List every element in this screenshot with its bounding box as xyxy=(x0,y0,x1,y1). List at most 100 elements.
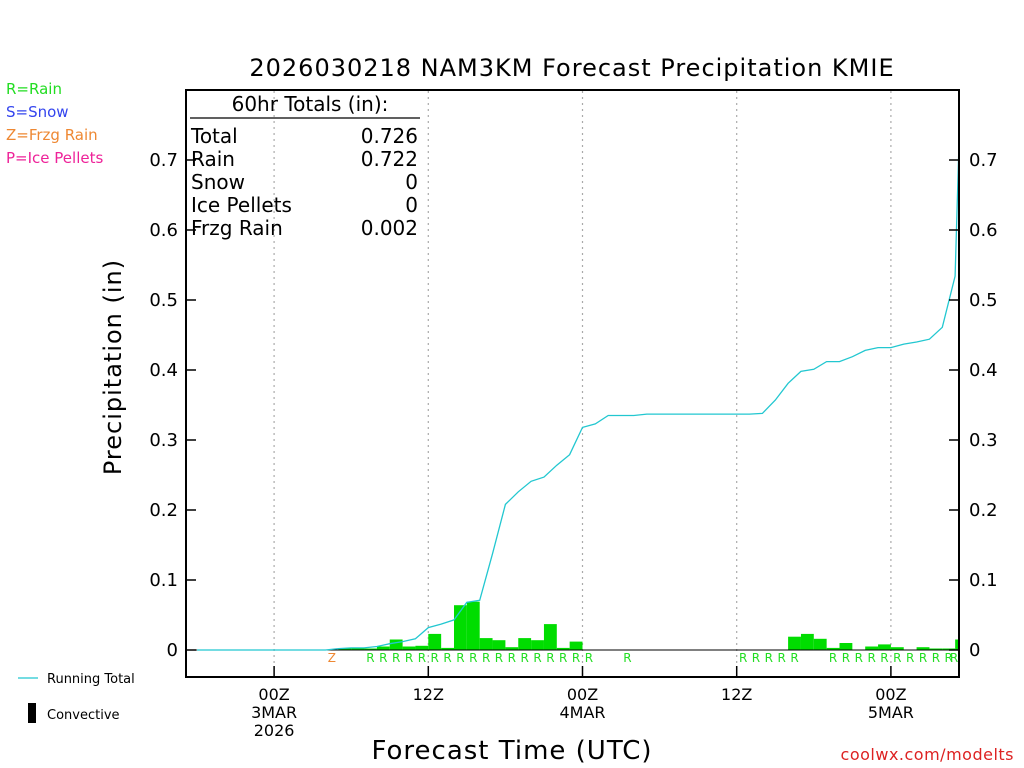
precip-bar-h53 xyxy=(865,646,879,650)
x-axis-label: Forecast Time (UTC) xyxy=(371,736,652,766)
ptype-letter-16: R xyxy=(559,651,567,665)
ptype-letter-6: R xyxy=(431,651,439,665)
ptype-letter-18: R xyxy=(585,651,593,665)
rain-value: 0.722 xyxy=(361,147,418,171)
xtick-label-4-1: 5MAR xyxy=(868,703,914,722)
precip-bar-h55 xyxy=(890,647,904,650)
precip-bars xyxy=(338,601,959,650)
ytick-left-label-2: 0.2 xyxy=(149,500,178,521)
ice-pellets-label: Ice Pellets xyxy=(191,193,292,217)
frzg-rain-label: Frzg Rain xyxy=(191,216,283,240)
precip-bar-h23 xyxy=(479,638,493,650)
xtick-label-0-1: 3MAR xyxy=(251,703,297,722)
ptype-letter-23: R xyxy=(778,651,786,665)
ytick-left-label-5: 0.5 xyxy=(149,290,178,311)
frzg-rain-value: 0.002 xyxy=(361,216,418,240)
y-axis-left: 0 0.1 0.2 0.3 0.4 0.5 0.6 0.7 xyxy=(149,150,196,661)
precip-bar-h20 xyxy=(441,647,454,650)
precip-bar-h59 xyxy=(942,648,956,650)
ptype-letter-2: R xyxy=(379,651,387,665)
ice-pellets-value: 0 xyxy=(405,193,418,217)
xtick-label-1-0: 12Z xyxy=(413,685,444,704)
ytick-right-label-7: 0.7 xyxy=(969,150,998,171)
precip-bar-h25 xyxy=(505,647,519,650)
precip-bar-h54 xyxy=(878,644,891,650)
precip-bar-h28 xyxy=(543,624,557,650)
precip-bar-h51 xyxy=(839,643,853,650)
ptype-letter-21: R xyxy=(752,651,760,665)
ptype-letter-5: R xyxy=(418,651,426,665)
precip-type-letters: Z R R R R R R R R R R R R R R R R R R R R R R R R R R R R R R R R R RR xyxy=(328,651,958,665)
ytick-left-label-0: 0 xyxy=(167,640,178,661)
precip-bar-h17 xyxy=(402,646,416,650)
ytick-right-label-5: 0.5 xyxy=(969,290,998,311)
ytick-right-label-2: 0.2 xyxy=(969,500,998,521)
grid-lines xyxy=(273,91,892,676)
rain-label: Rain xyxy=(191,147,235,171)
ytick-right-label-6: 0.6 xyxy=(969,220,998,241)
ptype-letter-35: R xyxy=(950,651,958,665)
ptype-letter-24: R xyxy=(790,651,798,665)
ptype-letter-19: R xyxy=(623,651,631,665)
precip-bar-h26 xyxy=(518,638,532,650)
totals-heading: 60hr Totals (in): xyxy=(232,92,389,116)
totals-box: 60hr Totals (in): Total 0.726 Rain 0.722… xyxy=(190,92,420,240)
ytick-left-label-4: 0.4 xyxy=(149,360,178,381)
precip-bar-h15 xyxy=(376,646,390,650)
precip-bar-h12 xyxy=(338,648,352,650)
precip-bar-h48 xyxy=(800,633,814,650)
xtick-label-4-0: 00Z xyxy=(875,685,906,704)
ptype-letter-4: R xyxy=(405,651,413,665)
ptype-letter-10: R xyxy=(482,651,490,665)
ptype-letter-7: R xyxy=(443,651,451,665)
precip-bar-h19 xyxy=(428,633,442,650)
precip-bar-h14 xyxy=(364,648,377,650)
ptype-letter-31: R xyxy=(906,651,914,665)
convective-legend: Convective xyxy=(47,708,120,723)
snow-label: Snow xyxy=(191,170,245,194)
ptype-letter-0: Z xyxy=(328,651,336,665)
precip-bar-h47 xyxy=(788,636,801,650)
precip-bar-h57 xyxy=(916,647,930,650)
ptype-letter-8: R xyxy=(456,651,464,665)
legend-rain: R=Rain xyxy=(6,80,62,98)
ptype-letter-26: R xyxy=(842,651,850,665)
precip-bar-h60 xyxy=(955,639,959,650)
precip-bar-h13 xyxy=(351,648,365,650)
ptype-letter-27: R xyxy=(855,651,863,665)
plot-frame xyxy=(185,89,960,678)
ptype-letter-29: R xyxy=(880,651,888,665)
ytick-right-label-1: 0.1 xyxy=(969,570,998,591)
ptype-letter-9: R xyxy=(469,651,477,665)
ptype-letter-12: R xyxy=(508,651,516,665)
ptype-letter-33: R xyxy=(932,651,940,665)
total-label: Total xyxy=(190,124,238,148)
ptype-letter-15: R xyxy=(546,651,554,665)
y-axis-right: 0 0.1 0.2 0.3 0.4 0.5 0.6 0.7 xyxy=(949,150,998,661)
ptype-letter-11: R xyxy=(495,651,503,665)
precip-bar-h27 xyxy=(531,640,544,650)
precip-bar-h50 xyxy=(826,647,840,650)
y-axis-label: Precipitation (in) xyxy=(99,259,127,475)
precip-bar-h22 xyxy=(466,601,480,650)
legend-ice-pellets: P=Ice Pellets xyxy=(6,149,104,167)
ptype-letter-22: R xyxy=(765,651,773,665)
legend-frzg-rain: Z=Frzg Rain xyxy=(6,126,98,144)
ptype-letter-14: R xyxy=(533,651,541,665)
ytick-right-label-4: 0.4 xyxy=(969,360,998,381)
xtick-label-0-2: 2026 xyxy=(254,721,295,740)
ytick-right-label-0: 0 xyxy=(969,640,980,661)
ptype-letter-32: R xyxy=(919,651,927,665)
snow-value: 0 xyxy=(405,170,418,194)
credit-text: coolwx.com/modelts xyxy=(841,745,1014,764)
precip-bar-h30 xyxy=(569,641,583,650)
convective-swatch xyxy=(28,703,36,723)
xtick-label-2-1: 4MAR xyxy=(559,703,605,722)
ptype-letter-20: R xyxy=(739,651,747,665)
precip-bar-h49 xyxy=(813,638,827,650)
ptype-letter-17: R xyxy=(572,651,580,665)
running-total-legend: Running Total xyxy=(47,672,135,687)
legend-snow: S=Snow xyxy=(6,103,69,121)
ptype-letter-28: R xyxy=(867,651,875,665)
precip-bar-h29 xyxy=(556,647,570,650)
